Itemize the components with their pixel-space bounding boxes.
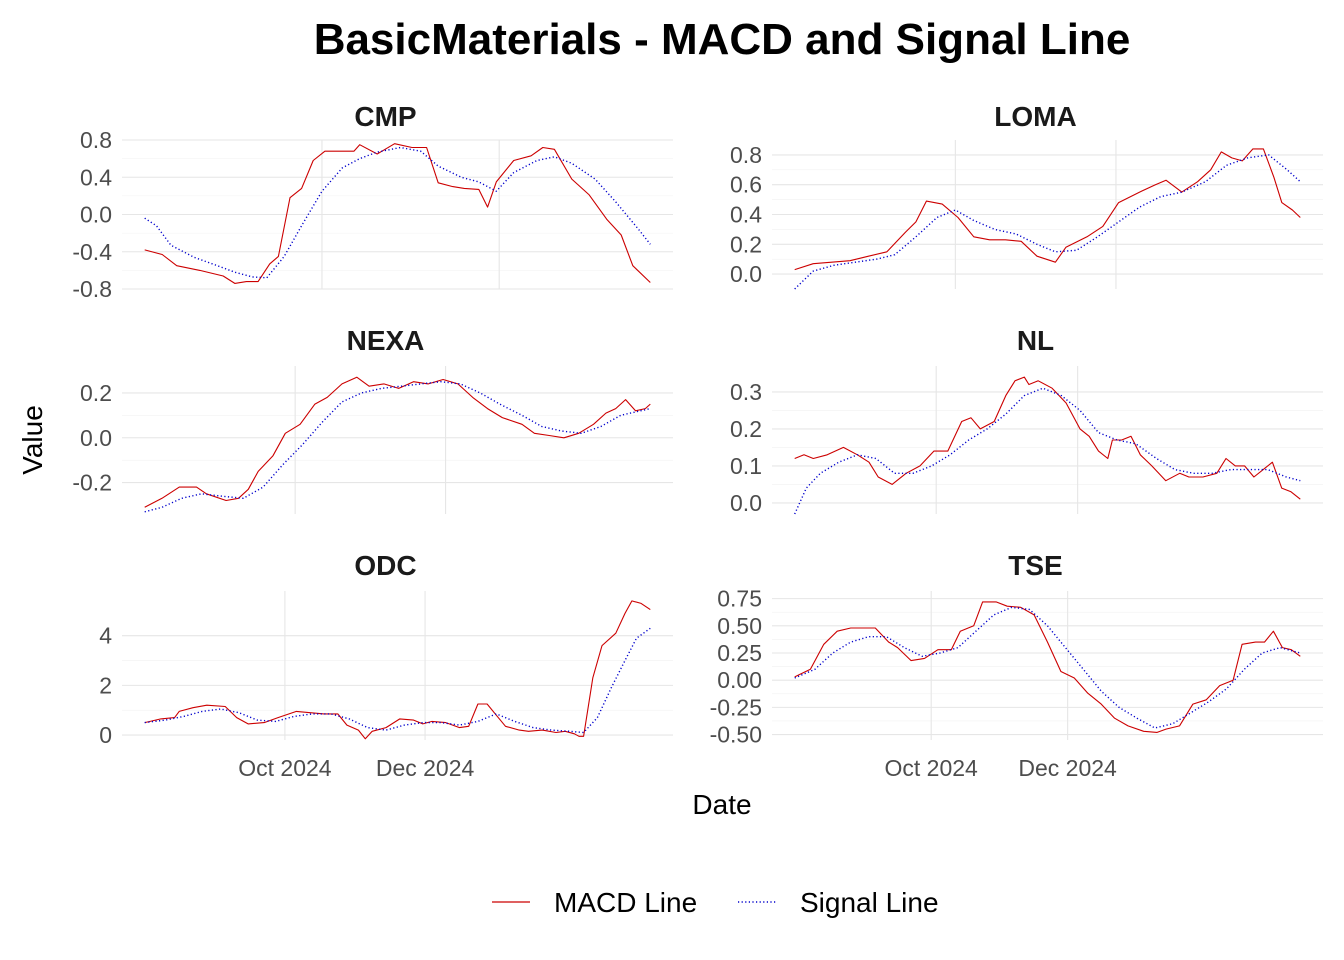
y-tick-label: 0.0	[80, 425, 112, 451]
signal-line-nl	[794, 387, 1301, 515]
y-tick-label: 0.00	[717, 667, 762, 693]
y-tick-label: 0.2	[80, 380, 112, 406]
y-tick-label: 0.0	[730, 490, 762, 516]
macd-line-odc	[144, 600, 651, 740]
y-tick-label: -0.2	[72, 470, 112, 496]
signal-line-cmp	[144, 146, 651, 279]
panel-nl: 0.3 0.2 0.1 0.0 NL	[730, 325, 1323, 516]
y-tick-label: 0.1	[730, 453, 762, 479]
y-tick-label: 0.2	[730, 416, 762, 442]
legend: MACD Line Signal Line	[492, 887, 939, 918]
y-tick-label: 0.0	[80, 202, 112, 228]
y-tick-label: 0	[99, 722, 112, 748]
y-tick-label: -0.50	[710, 722, 762, 748]
strip-title-odc: ODC	[354, 550, 416, 581]
y-tick-label: -0.25	[710, 694, 762, 720]
strip-title-loma: LOMA	[994, 101, 1076, 132]
signal-line-odc	[144, 627, 651, 734]
y-tick-label: 0.6	[730, 172, 762, 198]
signal-line-tse	[794, 606, 1301, 729]
facet-panels: 0.80.40.0-0.4-0.8CMP0.80.60.40.20.0LOMA0…	[72, 101, 1323, 781]
macd-line-cmp	[144, 143, 651, 284]
y-tick-label: 0.2	[730, 231, 762, 257]
macd-line-nl	[794, 376, 1301, 500]
macd-line-tse	[794, 601, 1301, 733]
panel-loma: 0.8 0.6 0.4 0.2 0.0 LOMA	[730, 101, 1323, 290]
y-tick-label: 0.50	[717, 613, 762, 639]
strip-title-cmp: CMP	[354, 101, 416, 132]
y-axis-title: Value	[17, 405, 48, 475]
y-tick-label: 0.4	[730, 202, 762, 228]
panel-cmp: 0.8 0.4 0.0 -0.4 -0.8 CMP	[72, 101, 673, 302]
x-tick-label: Oct 2024	[238, 755, 332, 781]
macd-line-nexa	[144, 376, 651, 508]
y-tick-label: -0.8	[72, 276, 112, 302]
y-tick-label: 0.8	[80, 127, 112, 153]
y-tick-label: 4	[99, 623, 112, 649]
panel-odc: 4 2 0 ODC Oct 2024 Dec 2024	[99, 550, 673, 781]
signal-line-nexa	[144, 381, 651, 513]
x-axis-title: Date	[692, 789, 751, 820]
y-tick-label: 0.25	[717, 640, 762, 666]
legend-label-macd: MACD Line	[554, 887, 697, 918]
panel-nexa: 0.2 0.0 -0.2 NEXA	[72, 325, 673, 514]
y-tick-label: 0.0	[730, 261, 762, 287]
legend-label-signal: Signal Line	[800, 887, 939, 918]
y-tick-label: 0.4	[80, 164, 112, 190]
signal-line-loma	[794, 154, 1301, 290]
strip-title-nexa: NEXA	[347, 325, 425, 356]
x-tick-label: Oct 2024	[885, 755, 979, 781]
y-tick-label: 2	[99, 672, 112, 698]
y-tick-label: -0.4	[72, 239, 112, 265]
x-tick-label: Dec 2024	[1018, 755, 1117, 781]
y-tick-label: 0.75	[717, 586, 762, 612]
strip-title-nl: NL	[1017, 325, 1054, 356]
x-tick-label: Dec 2024	[376, 755, 475, 781]
chart-title: BasicMaterials - MACD and Signal Line	[314, 15, 1131, 64]
y-tick-label: 0.8	[730, 142, 762, 168]
y-tick-label: 0.3	[730, 379, 762, 405]
panel-tse: 0.750.500.250.00-0.25-0.50 TSE Oct 2024 Dec…	[710, 550, 1323, 781]
strip-title-tse: TSE	[1008, 550, 1062, 581]
